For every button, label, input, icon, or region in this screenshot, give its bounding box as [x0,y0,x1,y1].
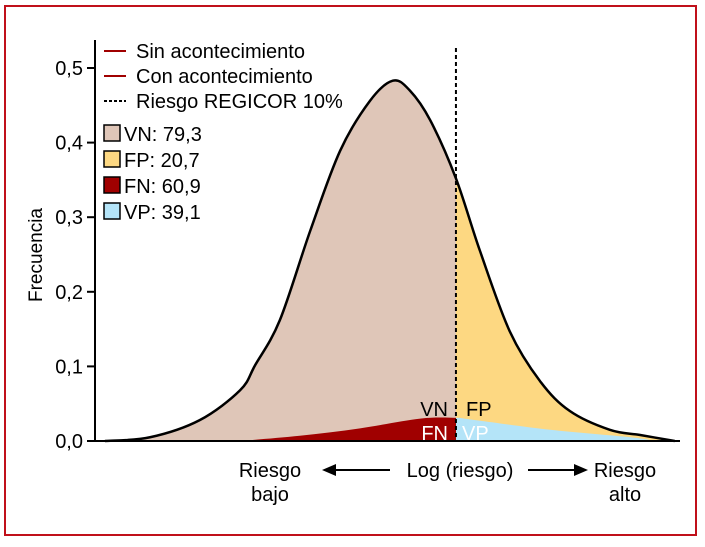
arrow-right [528,464,588,476]
x-label-left-1: Riesgo [239,460,301,482]
arrow-left [322,464,390,476]
legend-line-label: Riesgo REGICOR 10% [136,91,343,113]
x-label-center: Log (riesgo) [407,460,514,482]
area-vp [455,417,655,441]
legend-area-swatch [103,176,121,194]
x-label-right-1: Riesgo [594,460,656,482]
y-tick-label: 0,5 [55,58,83,80]
area-fn [240,417,456,441]
y-axis-label: Frecuencia [26,208,47,302]
x-label-left-2: bajo [251,484,289,506]
legend-area-swatch [103,124,121,142]
chart-frame [4,5,697,536]
area-fp [455,178,675,441]
y-tick-label: 0,1 [55,356,83,378]
y-tick-label: 0,4 [55,133,83,155]
legend-area-label: VN: 79,3 [124,124,202,146]
y-tick-label: 0,0 [55,431,83,453]
area-label-fn: FN [421,423,448,445]
legend-area-swatch [103,150,121,168]
y-tick-label: 0,2 [55,282,83,304]
legend-area-label: FP: 20,7 [124,150,200,172]
area-label-vn: VN [420,399,448,421]
legend-area-label: VP: 39,1 [124,202,201,224]
curve-sin-acontecimiento [104,79,675,443]
area-label-vp: VP [462,423,489,445]
legend-area-label: FN: 60,9 [124,176,201,198]
x-label-right-2: alto [609,484,641,506]
legend-line-label: Sin acontecimiento [136,41,305,63]
area-label-fp: FP [466,399,492,421]
legend-area-swatch [103,202,121,220]
area-vn [104,80,456,441]
y-tick-label: 0,3 [55,207,83,229]
legend-line-label: Con acontecimiento [136,66,313,88]
